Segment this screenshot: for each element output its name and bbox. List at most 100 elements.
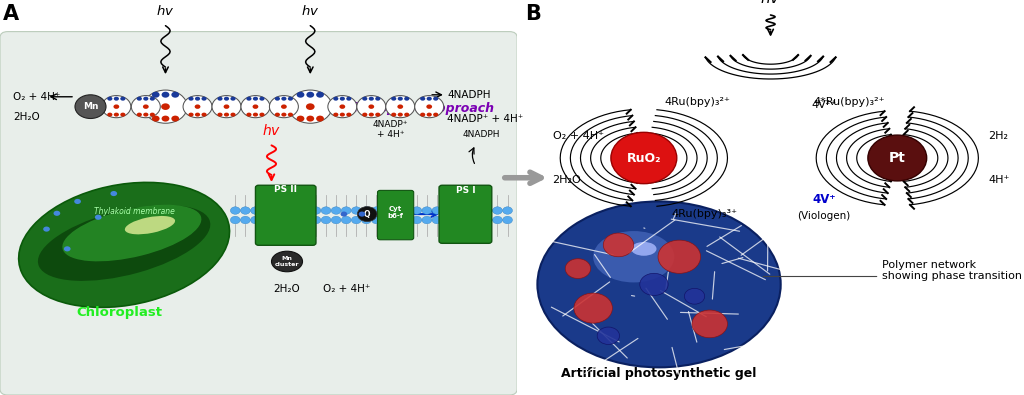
Circle shape bbox=[311, 207, 321, 214]
Circle shape bbox=[274, 113, 280, 117]
Circle shape bbox=[152, 92, 160, 98]
Text: 4NADPH: 4NADPH bbox=[462, 130, 500, 139]
Circle shape bbox=[43, 227, 50, 231]
Circle shape bbox=[120, 113, 126, 117]
Circle shape bbox=[162, 116, 169, 122]
Circle shape bbox=[247, 113, 252, 117]
Circle shape bbox=[269, 96, 298, 118]
Circle shape bbox=[346, 97, 351, 101]
Circle shape bbox=[223, 104, 229, 109]
Text: $hv$: $hv$ bbox=[157, 4, 175, 18]
Ellipse shape bbox=[271, 251, 302, 272]
FancyBboxPatch shape bbox=[0, 32, 517, 395]
Circle shape bbox=[868, 135, 927, 181]
Circle shape bbox=[369, 104, 374, 109]
Circle shape bbox=[288, 97, 293, 101]
Circle shape bbox=[224, 113, 229, 117]
Circle shape bbox=[565, 259, 591, 278]
Circle shape bbox=[114, 97, 119, 101]
Circle shape bbox=[432, 216, 442, 224]
Circle shape bbox=[322, 207, 331, 214]
Circle shape bbox=[412, 207, 422, 214]
Circle shape bbox=[162, 92, 169, 98]
Circle shape bbox=[251, 216, 260, 224]
Circle shape bbox=[462, 216, 472, 224]
Circle shape bbox=[230, 207, 241, 214]
Circle shape bbox=[74, 199, 81, 204]
Text: 4*Ru(bpy)₃²⁺: 4*Ru(bpy)₃²⁺ bbox=[813, 97, 885, 107]
Circle shape bbox=[392, 216, 401, 224]
Circle shape bbox=[427, 113, 432, 117]
Circle shape bbox=[195, 97, 200, 101]
Circle shape bbox=[188, 97, 194, 101]
Circle shape bbox=[322, 216, 331, 224]
Circle shape bbox=[161, 103, 170, 110]
Circle shape bbox=[212, 96, 241, 118]
Ellipse shape bbox=[631, 242, 656, 256]
Circle shape bbox=[603, 233, 634, 257]
Text: PS II: PS II bbox=[274, 185, 297, 194]
Circle shape bbox=[202, 113, 207, 117]
Circle shape bbox=[375, 97, 380, 101]
Circle shape bbox=[433, 97, 438, 101]
Circle shape bbox=[391, 113, 396, 117]
Circle shape bbox=[375, 113, 380, 117]
Circle shape bbox=[270, 216, 281, 224]
Circle shape bbox=[261, 207, 270, 214]
Circle shape bbox=[143, 104, 148, 109]
FancyBboxPatch shape bbox=[255, 185, 316, 245]
Circle shape bbox=[472, 216, 482, 224]
Circle shape bbox=[331, 216, 341, 224]
Text: 4NADP⁺ + 4H⁺: 4NADP⁺ + 4H⁺ bbox=[447, 113, 523, 124]
Circle shape bbox=[108, 97, 113, 101]
Text: B: B bbox=[524, 4, 541, 24]
Circle shape bbox=[297, 92, 304, 98]
Text: A: A bbox=[3, 4, 18, 24]
Text: O₂ + 4H⁺: O₂ + 4H⁺ bbox=[553, 131, 603, 141]
Circle shape bbox=[111, 191, 117, 196]
Circle shape bbox=[503, 207, 512, 214]
Circle shape bbox=[412, 216, 422, 224]
FancyBboxPatch shape bbox=[378, 190, 414, 240]
Circle shape bbox=[333, 113, 338, 117]
Circle shape bbox=[503, 216, 512, 224]
Circle shape bbox=[150, 97, 155, 101]
Circle shape bbox=[369, 113, 374, 117]
Text: Chloroplast: Chloroplast bbox=[76, 306, 162, 319]
Circle shape bbox=[253, 113, 258, 117]
Text: 2H₂O: 2H₂O bbox=[273, 284, 300, 293]
Circle shape bbox=[114, 113, 119, 117]
Circle shape bbox=[63, 246, 71, 252]
Circle shape bbox=[369, 97, 374, 101]
Text: 2H₂O: 2H₂O bbox=[13, 111, 40, 122]
Text: 4Ru(bpy)₃²⁺: 4Ru(bpy)₃²⁺ bbox=[665, 97, 730, 107]
Circle shape bbox=[341, 212, 347, 216]
Circle shape bbox=[131, 96, 161, 118]
Circle shape bbox=[640, 273, 669, 295]
Circle shape bbox=[297, 116, 304, 122]
Circle shape bbox=[120, 97, 126, 101]
Circle shape bbox=[341, 207, 351, 214]
Circle shape bbox=[143, 90, 187, 123]
Circle shape bbox=[289, 90, 332, 123]
Circle shape bbox=[188, 113, 194, 117]
Circle shape bbox=[288, 113, 293, 117]
Circle shape bbox=[382, 207, 391, 214]
Circle shape bbox=[202, 97, 207, 101]
Ellipse shape bbox=[125, 216, 175, 234]
Circle shape bbox=[372, 216, 381, 224]
Circle shape bbox=[261, 216, 270, 224]
Circle shape bbox=[259, 97, 264, 101]
Circle shape bbox=[482, 216, 493, 224]
Circle shape bbox=[453, 216, 462, 224]
Circle shape bbox=[306, 92, 314, 98]
Text: RuO₂: RuO₂ bbox=[627, 152, 662, 164]
Circle shape bbox=[658, 240, 700, 273]
Circle shape bbox=[611, 132, 677, 184]
Circle shape bbox=[362, 113, 368, 117]
Circle shape bbox=[362, 97, 368, 101]
Ellipse shape bbox=[593, 231, 674, 282]
Circle shape bbox=[301, 216, 311, 224]
Circle shape bbox=[217, 113, 222, 117]
Circle shape bbox=[391, 97, 396, 101]
